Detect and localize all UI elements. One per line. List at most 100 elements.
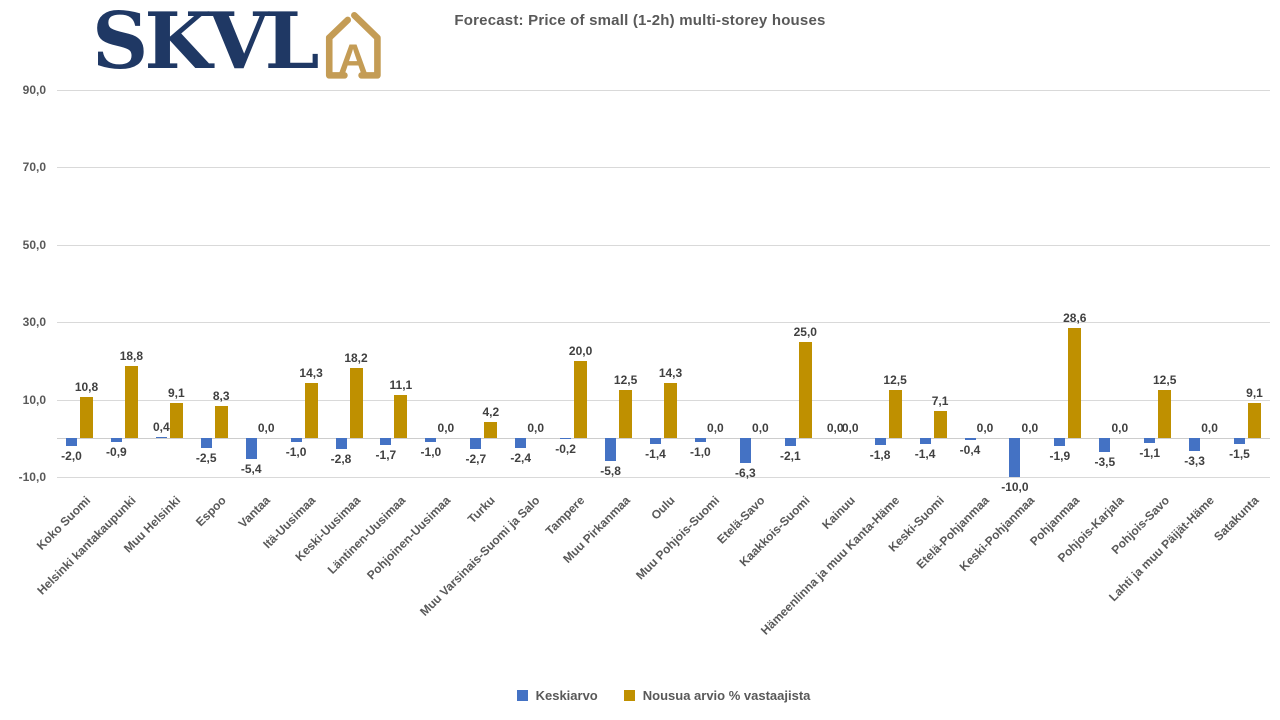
bar-keskiarvo: [1054, 438, 1066, 446]
bar-nousua: [169, 403, 183, 439]
bar-keskiarvo: [650, 438, 661, 444]
value-label-nousua-text: 9,1: [1246, 386, 1263, 401]
value-label-keskiarvo-text: -0,4: [959, 442, 981, 457]
value-label-nousua-text: 9,1: [167, 386, 185, 401]
value-label-keskiarvo-text: -2,8: [330, 452, 352, 467]
bar-keskiarvo: [110, 438, 122, 442]
gridline: [57, 322, 1270, 324]
value-label-keskiarvo-text: 0,0: [826, 421, 844, 436]
value-label-keskiarvo-text: -5,4: [240, 462, 262, 477]
legend-swatch-icon: [623, 690, 635, 701]
bar-nousua: [394, 395, 408, 439]
value-label-keskiarvo-text: -1,1: [1139, 445, 1161, 460]
skvl-logo-text: SKVL: [92, 0, 319, 87]
x-axis-category-label-text: Kainuu: [818, 493, 858, 532]
value-label-keskiarvo-text: -5,8: [600, 463, 621, 478]
legend-label: Nousua arvio % vastaajista: [642, 688, 811, 703]
bar-nousua: [619, 389, 633, 439]
bar-keskiarvo: [694, 438, 706, 443]
value-label-nousua-text: 10,8: [74, 379, 99, 394]
x-axis-category-label-text: Turku: [465, 493, 498, 527]
value-label-keskiarvo-text: -1,4: [645, 446, 666, 461]
bar-keskiarvo: [1144, 438, 1156, 443]
bar-keskiarvo: [919, 438, 931, 444]
bar-keskiarvo: [1234, 438, 1245, 445]
bar-keskiarvo: [470, 438, 482, 449]
value-label-keskiarvo-text: -1,4: [914, 446, 936, 461]
value-label-nousua-text: 7,1: [931, 393, 949, 408]
bar-keskiarvo: [874, 438, 886, 446]
bar-keskiarvo: [155, 436, 167, 439]
value-label-nousua-text: 0,0: [976, 421, 994, 436]
house-a-icon: A: [326, 12, 382, 82]
value-label-nousua-text: 8,3: [212, 389, 230, 404]
bar-nousua: [798, 341, 812, 439]
value-label-keskiarvo-text: -2,7: [465, 451, 487, 466]
legend-label: Keskiarvo: [535, 688, 598, 703]
x-axis-category-label-text: Läntinen-Uusimaa: [324, 493, 409, 577]
bar-keskiarvo: [380, 438, 392, 445]
value-label-keskiarvo-text: -2,5: [195, 451, 217, 465]
value-label-nousua-text: 0,0: [1111, 421, 1129, 436]
x-axis-category-label-text: Vantaa: [236, 493, 274, 531]
gridline: [57, 90, 1270, 91]
value-label-keskiarvo-text: -3,5: [1094, 454, 1116, 469]
value-label-keskiarvo-text: -1,0: [420, 445, 442, 460]
svg-text:A: A: [339, 36, 369, 82]
x-axis-category-label-text: Pohjoinen-Uusimaa: [363, 493, 454, 583]
bar-keskiarvo: [739, 438, 751, 463]
value-label-nousua-text: 18,2: [344, 350, 368, 365]
gridline: [57, 399, 1270, 401]
bar-keskiarvo: [290, 438, 302, 443]
value-label-nousua-text: 11,1: [389, 378, 413, 393]
bar-keskiarvo: [560, 438, 572, 440]
bar-nousua: [574, 360, 588, 439]
bar-nousua: [80, 396, 93, 439]
value-label-nousua-text: 12,5: [1153, 372, 1177, 387]
value-label-keskiarvo-text: -10,0: [1001, 480, 1029, 494]
value-label-keskiarvo-text: -6,3: [735, 465, 756, 480]
value-label-nousua-text: 0,0: [841, 421, 859, 436]
x-axis-category-label-text: Tampere: [543, 493, 588, 538]
gridline: [57, 244, 1270, 246]
bar-keskiarvo: [245, 438, 257, 460]
bar-keskiarvo: [515, 438, 527, 448]
value-label-keskiarvo-text: -1,7: [375, 447, 397, 462]
legend: Keskiarvo Nousua arvio % vastaajista: [57, 688, 1270, 703]
value-label-keskiarvo-text: -2,1: [779, 449, 801, 464]
value-label-nousua-text: 4,2: [482, 405, 500, 419]
value-label-nousua-text: 0,0: [437, 421, 455, 436]
value-label-keskiarvo-text: -1,8: [869, 448, 891, 463]
value-label-nousua-text: 12,5: [613, 372, 638, 387]
chart-title: Forecast: Price of small (1-2h) multi-st…: [454, 12, 826, 29]
value-label-keskiarvo-text: 0,4: [152, 419, 170, 434]
plot-area: 90,0 70,0 50,0 30,0 10,0 -10,0 -2,0 10,8 Koko Su…: [19, 83, 1270, 638]
y-axis-tick-label: 70,0: [22, 160, 46, 175]
value-label-nousua-text: 12,5: [883, 372, 907, 387]
value-label-nousua-text: 0,0: [257, 421, 275, 436]
value-label-nousua-text: 14,3: [658, 366, 683, 380]
bar-keskiarvo: [1189, 438, 1201, 452]
bar-keskiarvo: [335, 438, 347, 450]
value-label-keskiarvo-text: -2,4: [510, 450, 532, 465]
value-label-nousua-text: 28,6: [1063, 310, 1087, 325]
bar-keskiarvo: [964, 438, 976, 440]
value-label-keskiarvo-text: -1,0: [690, 445, 711, 460]
bar-nousua: [214, 406, 228, 439]
skvl-logo: SKVL A: [92, 0, 386, 87]
bar-keskiarvo: [425, 438, 437, 443]
bar-keskiarvo: [1009, 438, 1021, 477]
y-axis-tick-label: 10,0: [22, 392, 46, 407]
value-label-nousua-text: 18,8: [119, 348, 144, 363]
x-axis-line: [57, 438, 1270, 440]
value-label-keskiarvo-text: -0,2: [555, 442, 576, 457]
value-label-nousua-text: 0,0: [707, 421, 724, 436]
y-axis-tick-label: 90,0: [22, 83, 46, 97]
bar-nousua: [1158, 389, 1172, 439]
value-label-nousua-text: 0,0: [752, 421, 769, 436]
y-axis-tick-label: 50,0: [22, 237, 46, 252]
bar-nousua: [124, 365, 138, 439]
value-label-keskiarvo-text: -2,0: [61, 449, 82, 463]
value-label-nousua-text: 0,0: [1201, 421, 1218, 436]
